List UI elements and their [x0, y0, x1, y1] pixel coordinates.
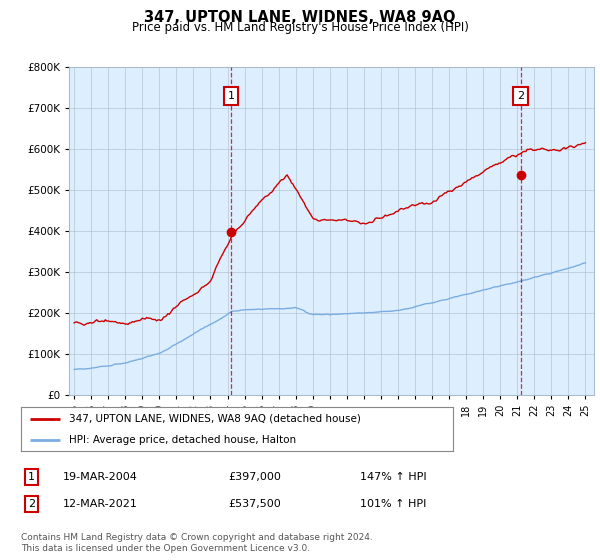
- Text: 12-MAR-2021: 12-MAR-2021: [63, 499, 138, 509]
- Text: Contains HM Land Registry data © Crown copyright and database right 2024.
This d: Contains HM Land Registry data © Crown c…: [21, 533, 373, 553]
- Text: 1: 1: [28, 472, 35, 482]
- Text: 347, UPTON LANE, WIDNES, WA8 9AQ (detached house): 347, UPTON LANE, WIDNES, WA8 9AQ (detach…: [68, 414, 361, 424]
- Text: Price paid vs. HM Land Registry's House Price Index (HPI): Price paid vs. HM Land Registry's House …: [131, 21, 469, 34]
- Text: 347, UPTON LANE, WIDNES, WA8 9AQ: 347, UPTON LANE, WIDNES, WA8 9AQ: [144, 10, 456, 25]
- Text: £397,000: £397,000: [228, 472, 281, 482]
- Text: 19-MAR-2004: 19-MAR-2004: [63, 472, 138, 482]
- Text: 1: 1: [227, 91, 235, 101]
- Text: 101% ↑ HPI: 101% ↑ HPI: [360, 499, 427, 509]
- Text: HPI: Average price, detached house, Halton: HPI: Average price, detached house, Halt…: [68, 435, 296, 445]
- Text: £537,500: £537,500: [228, 499, 281, 509]
- Text: 147% ↑ HPI: 147% ↑ HPI: [360, 472, 427, 482]
- Text: 2: 2: [517, 91, 524, 101]
- Text: 2: 2: [28, 499, 35, 509]
